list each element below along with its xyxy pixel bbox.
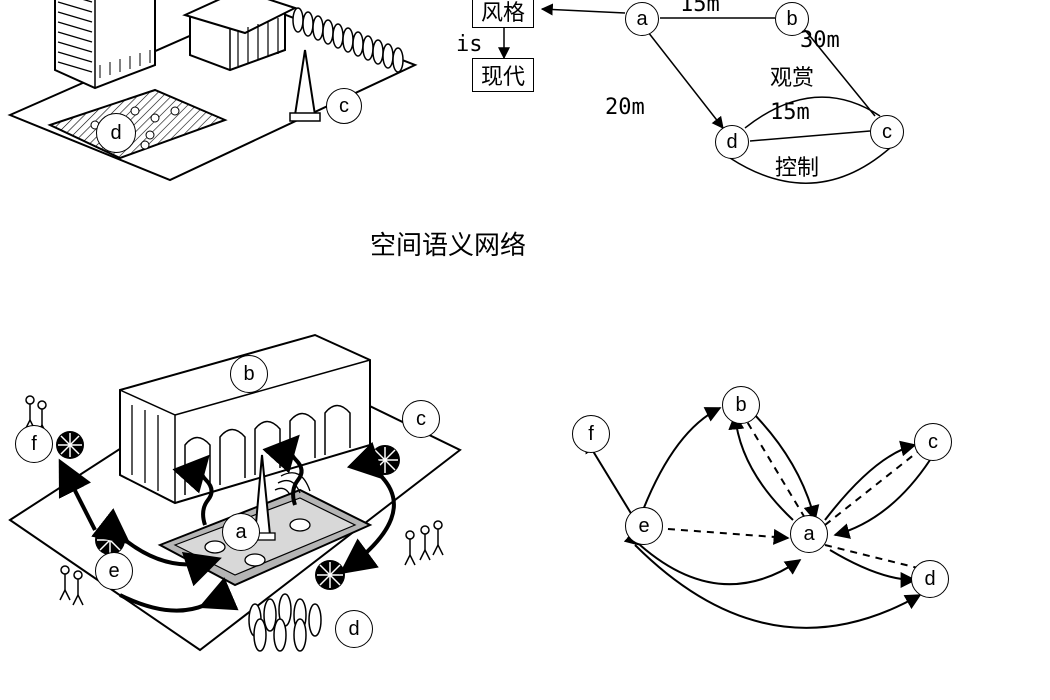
node-label: d <box>348 618 359 641</box>
label-kongzhi: 控制 <box>775 150 819 182</box>
node-label: b <box>786 8 797 31</box>
node-label: e <box>108 560 119 583</box>
botleft-node-d: d <box>335 610 373 648</box>
botright-node-d: d <box>911 560 949 598</box>
node-label: a <box>803 523 814 546</box>
box-label: 风格 <box>481 0 525 27</box>
box-label: 现代 <box>481 59 525 91</box>
figure-title: 空间语义网络 <box>370 225 526 262</box>
topright-node-c: c <box>870 115 904 149</box>
node-label: f <box>588 423 594 446</box>
label-15m-ab: 15m <box>680 0 720 17</box>
botleft-node-a: a <box>222 513 260 551</box>
label-30m: 30m <box>800 28 840 53</box>
topright-graph-edges <box>450 0 950 218</box>
label-20m: 20m <box>605 95 645 120</box>
node-label: c <box>882 121 892 144</box>
box-xiandai: 现代 <box>472 58 534 92</box>
botleft-node-b: b <box>230 355 268 393</box>
botright-node-c: c <box>914 423 952 461</box>
label-guanshang: 观赏 <box>770 60 814 92</box>
node-label: d <box>924 568 935 591</box>
node-label: c <box>928 431 938 454</box>
node-label: e <box>638 515 649 538</box>
botright-node-e: e <box>625 507 663 545</box>
botleft-node-c: c <box>402 400 440 438</box>
topright-node-d: d <box>715 125 749 159</box>
node-label: c <box>416 408 426 431</box>
box-fengge: 风格 <box>472 0 534 28</box>
topleft-node-d: d <box>96 113 136 153</box>
botright-node-f: f <box>572 415 610 453</box>
botright-node-b: b <box>722 386 760 424</box>
botright-node-a: a <box>790 515 828 553</box>
node-label: f <box>31 433 37 456</box>
label-is: is <box>456 32 483 57</box>
node-label: a <box>636 8 647 31</box>
botleft-node-e: e <box>95 552 133 590</box>
node-label: a <box>235 521 246 544</box>
node-label: d <box>726 131 737 154</box>
node-label: d <box>110 122 121 145</box>
topleft-node-c: c <box>326 88 362 124</box>
bottomright-graph <box>540 360 1020 690</box>
node-label: b <box>735 394 746 417</box>
botleft-node-f: f <box>15 425 53 463</box>
topright-node-a: a <box>625 2 659 36</box>
node-label: c <box>339 95 349 118</box>
node-label: b <box>243 363 254 386</box>
label-15m-dc: 15m <box>770 100 810 125</box>
